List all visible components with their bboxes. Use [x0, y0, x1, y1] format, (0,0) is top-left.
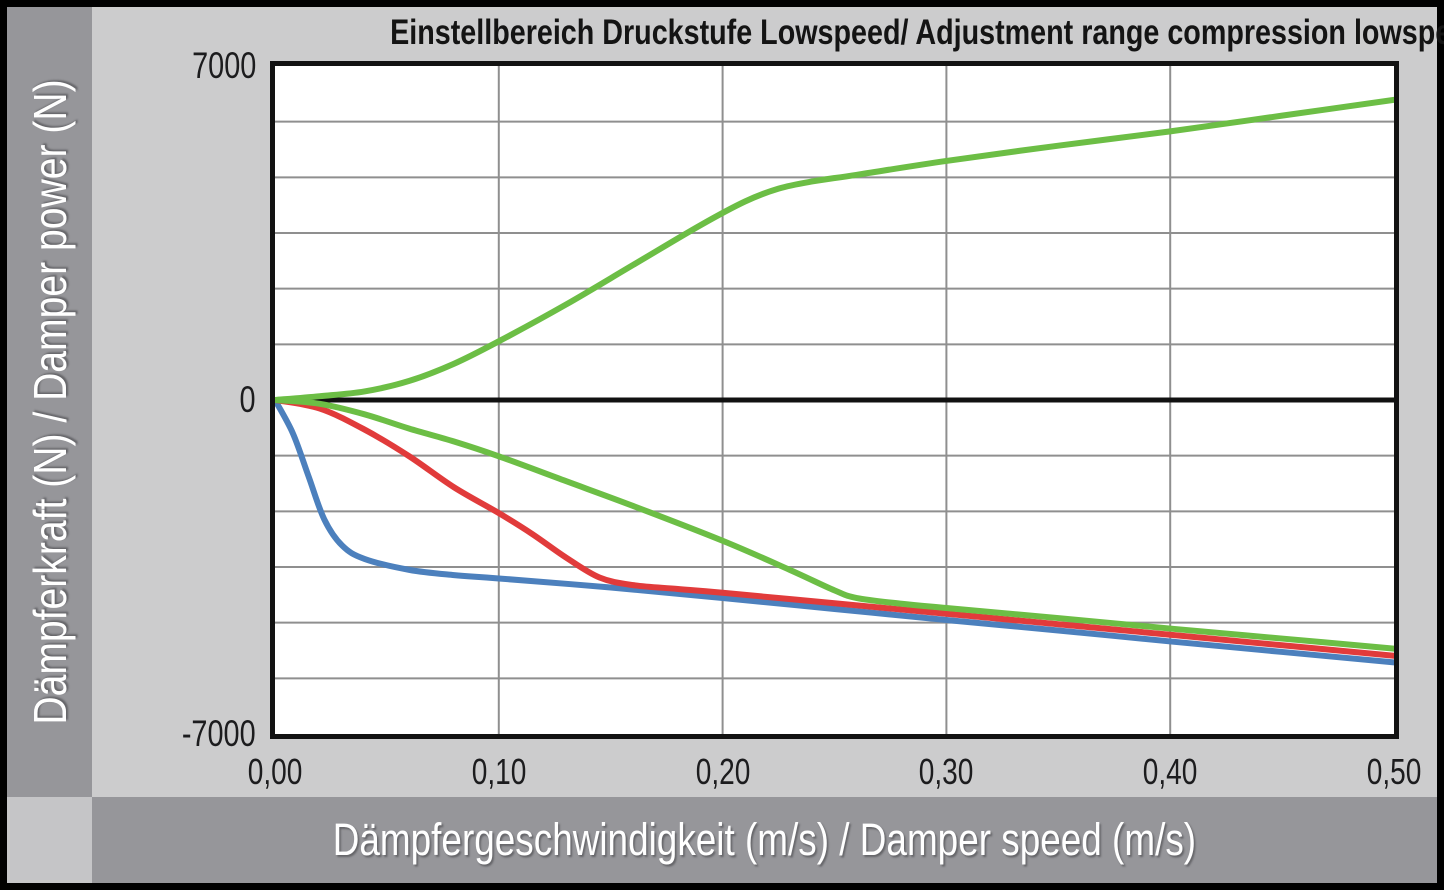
x-tick-text: 0,30 — [919, 751, 974, 792]
y-tick-label: -7000 — [92, 714, 256, 754]
x-tick-label: 0,00 — [215, 752, 335, 792]
x-axis-band: Dämpfergeschwindigkeit (m/s) / Damper sp… — [92, 797, 1437, 883]
chart-svg — [275, 66, 1394, 734]
x-tick-text: 0,40 — [1142, 751, 1198, 792]
red-line — [275, 397, 1394, 659]
x-tick-label: 0,50 — [1334, 752, 1444, 792]
x-tick-text: 0,20 — [695, 751, 750, 792]
x-tick-text: 0,00 — [247, 751, 303, 792]
plot-region: Einstellbereich Druckstufe Lowspeed/ Adj… — [92, 7, 1444, 797]
green-upper-line — [275, 96, 1394, 403]
x-tick-label: 0,30 — [886, 752, 1006, 792]
y-axis-band: Dämpferkraft (N) / Damper power (N) — [7, 7, 92, 797]
blue-line — [275, 397, 1394, 666]
plot-area — [270, 61, 1399, 739]
y-tick-label: 0 — [92, 380, 256, 420]
x-tick-label: 0,10 — [439, 752, 559, 792]
y-tick-text: -7000 — [182, 713, 256, 754]
y-tick-text: 0 — [239, 379, 256, 420]
y-axis-title: Dämpferkraft (N) / Damper power (N) — [23, 22, 77, 781]
chart-title: Einstellbereich Druckstufe Lowspeed/ Adj… — [270, 12, 1444, 54]
x-axis-title: Dämpfergeschwindigkeit (m/s) / Damper sp… — [92, 797, 1437, 883]
y-tick-text: 7000 — [191, 45, 256, 86]
x-tick-text: 0,10 — [471, 751, 527, 792]
x-axis-title-text: Dämpfergeschwindigkeit (m/s) / Damper sp… — [332, 814, 1197, 865]
y-axis-title-text: Dämpferkraft (N) / Damper power (N) — [23, 79, 76, 725]
x-tick-label: 0,40 — [1110, 752, 1230, 792]
y-tick-label: 7000 — [92, 46, 256, 86]
chart-frame: Dämpferkraft (N) / Damper power (N) Eins… — [7, 7, 1444, 883]
x-tick-label: 0,20 — [663, 752, 783, 792]
corner-cell — [7, 797, 92, 883]
green-lower-line — [275, 397, 1394, 652]
chart-title-text: Einstellbereich Druckstufe Lowspeed/ Adj… — [390, 13, 1444, 52]
x-tick-text: 0,50 — [1366, 751, 1422, 792]
